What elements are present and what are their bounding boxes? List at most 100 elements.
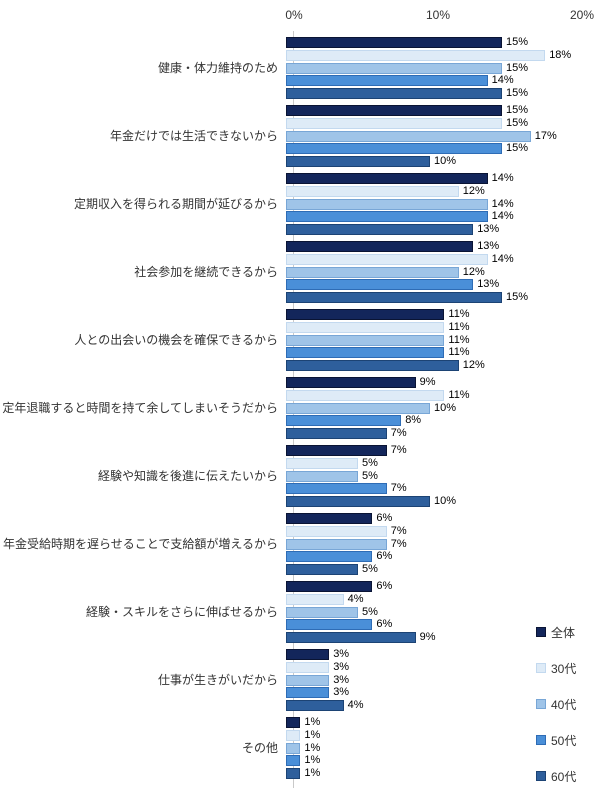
legend-label: 50代 (551, 733, 577, 748)
bar-row: 15% (286, 61, 600, 75)
category-label: 人との出会いの機会を確保できるから (74, 332, 278, 347)
bar-40代 (286, 674, 330, 686)
category-label: 年金受給時期を遅らせることで支給額が増えるから (2, 536, 278, 551)
bar-40代 (286, 470, 358, 482)
bar-50代 (286, 755, 301, 767)
bar-row: 10% (286, 155, 600, 168)
legend-label: 60代 (551, 769, 577, 784)
category-group: 経験・スキルをさらに伸ばせるから 6% 4% 5% 6% 9% (0, 580, 600, 644)
bar-50代 (286, 687, 330, 699)
legend-label: 30代 (551, 661, 577, 676)
bar-row: 14% (286, 74, 600, 88)
bar-row: 14% (286, 172, 600, 185)
bar-50代 (286, 619, 373, 631)
bar-30代 (286, 185, 459, 197)
bar-30代 (286, 661, 330, 673)
value-label: 15% (504, 291, 531, 304)
bar-row: 5% (286, 469, 600, 483)
bar-row: 11% (286, 346, 600, 360)
legend: 全体 30代 40代 50代 60代 (536, 625, 577, 784)
legend-color-swatch-icon (536, 699, 546, 709)
bar-60代 (286, 360, 459, 371)
value-label: 4% (345, 592, 366, 606)
bar-50代 (286, 415, 402, 427)
bar-50代 (286, 279, 474, 291)
bar-row: 5% (286, 605, 600, 619)
value-label: 14% (489, 252, 516, 266)
value-label: 7% (388, 482, 409, 496)
category-label: 健康・体力維持のため (157, 60, 278, 75)
value-label: 11% (446, 388, 472, 402)
value-label: 10% (432, 155, 459, 168)
bar-row: 12% (286, 265, 600, 279)
bar-row: 13% (286, 240, 600, 253)
x-axis-tick-label: 20% (569, 8, 595, 22)
value-label: 15% (504, 116, 531, 130)
bar-row: 6% (286, 550, 600, 564)
category-bars: 15% 18% 15% 14% 15% (286, 36, 600, 100)
bar-row: 1% (286, 716, 600, 729)
category-label: 年金だけでは生活できないから (109, 128, 278, 143)
legend-label: 全体 (551, 625, 576, 640)
category-label: 定年退職すると時間を持て余してしまいそうだから (2, 400, 278, 415)
bar-row: 11% (286, 320, 600, 334)
category-group: 健康・体力維持のため 15% 18% 15% 14% 15% (0, 36, 600, 100)
category-bars: 13% 14% 12% 13% 15% (286, 240, 600, 304)
bar-row: 15% (286, 104, 600, 117)
value-label: 3% (331, 660, 352, 674)
bar-row: 4% (286, 699, 600, 712)
bar-60代 (286, 156, 430, 167)
value-label: 6% (374, 512, 395, 525)
bar-全体 (286, 309, 445, 320)
bar-row: 17% (286, 129, 600, 143)
bar-40代 (286, 538, 387, 550)
bar-全体 (286, 445, 387, 456)
value-label: 11% (446, 346, 472, 360)
bar-60代 (286, 224, 474, 235)
bar-60代 (286, 292, 502, 303)
bar-30代 (286, 593, 344, 605)
legend-item: 50代 (536, 733, 577, 748)
bar-30代 (286, 389, 445, 401)
value-label: 11% (446, 320, 472, 334)
category-group: 定年退職すると時間を持て余してしまいそうだから 9% 11% 10% 8% 7% (0, 376, 600, 440)
bar-40代 (286, 742, 301, 754)
bar-30代 (286, 457, 358, 469)
bar-row: 11% (286, 333, 600, 347)
bar-50代 (286, 211, 488, 223)
value-label: 15% (504, 142, 531, 156)
legend-color-swatch-icon (536, 627, 546, 637)
legend-color-swatch-icon (536, 735, 546, 745)
bar-row: 1% (286, 767, 600, 780)
category-group: 人との出会いの機会を確保できるから 11% 11% 11% 11% 12% (0, 308, 600, 372)
bar-row: 14% (286, 252, 600, 266)
value-label: 1% (302, 728, 323, 742)
bar-row: 7% (286, 537, 600, 551)
category-group: 経験や知識を後進に伝えたいから 7% 5% 5% 7% 10% (0, 444, 600, 508)
bar-row: 8% (286, 414, 600, 428)
value-label: 12% (460, 184, 487, 198)
bar-row: 13% (286, 223, 600, 236)
bar-全体 (286, 513, 373, 524)
value-label: 13% (475, 278, 502, 292)
bar-row: 15% (286, 87, 600, 100)
value-label: 3% (331, 673, 352, 687)
bar-30代 (286, 525, 387, 537)
bar-60代 (286, 632, 416, 643)
value-label: 6% (374, 580, 395, 593)
legend-item: 60代 (536, 769, 577, 784)
category-bars: 15% 15% 17% 15% 10% (286, 104, 600, 168)
value-label: 5% (360, 469, 380, 483)
bar-row: 7% (286, 444, 600, 457)
value-label: 1% (302, 767, 323, 780)
value-label: 18% (547, 48, 574, 62)
bar-50代 (286, 143, 502, 155)
value-label: 15% (504, 61, 531, 75)
value-label: 4% (345, 699, 366, 712)
bar-全体 (286, 241, 474, 252)
bar-row: 10% (286, 401, 600, 415)
category-bars: 9% 11% 10% 8% 7% (286, 376, 600, 440)
bar-row: 15% (286, 36, 600, 49)
bar-row: 15% (286, 142, 600, 156)
